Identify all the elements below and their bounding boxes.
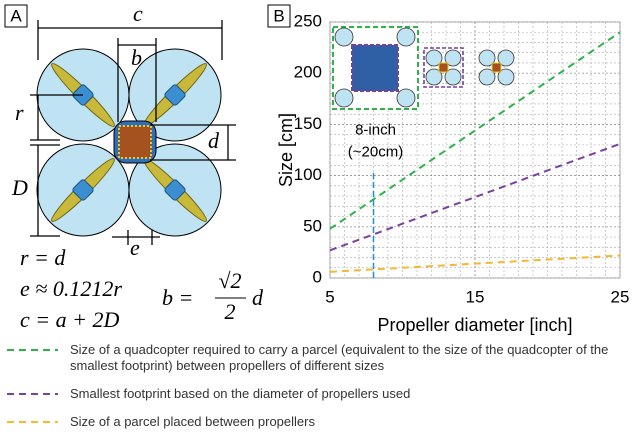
equation: 2 xyxy=(225,299,236,324)
equation: c = a + 2D xyxy=(20,307,119,332)
y-tick-label: 150 xyxy=(294,114,322,133)
figure: A c b r d D e r = d e ≈ 0.1212r c xyxy=(0,0,632,443)
y-tick-label: 250 xyxy=(294,11,322,30)
panel-label: B xyxy=(273,6,284,25)
y-tick-label: 100 xyxy=(294,165,322,184)
x-tick-label: 5 xyxy=(325,287,334,306)
legend-label: Smallest footprint based on the diameter… xyxy=(70,386,410,401)
dim-label: e xyxy=(130,235,140,260)
equation: √2 xyxy=(218,268,241,293)
equation: e ≈ 0.1212r xyxy=(20,276,122,301)
y-tick-label: 50 xyxy=(303,216,322,235)
legend-swatch xyxy=(5,416,60,428)
legend-swatch xyxy=(5,344,60,356)
y-tick-label: 0 xyxy=(313,267,322,286)
annotation: (~20cm) xyxy=(348,143,403,160)
x-axis-label: Propeller diameter [inch] xyxy=(377,315,572,335)
x-tick-label: 25 xyxy=(611,287,630,306)
dim-label: D xyxy=(11,175,28,200)
legend-item: Size of a quadcopter required to carry a… xyxy=(0,342,610,374)
dim-label: r xyxy=(15,100,24,125)
dim-label: d xyxy=(208,128,220,153)
legend-label: Size of a parcel placed between propelle… xyxy=(70,414,315,429)
dim-label: b xyxy=(131,45,142,70)
equation: b = xyxy=(162,285,193,310)
panel-label: A xyxy=(10,6,22,25)
x-tick-label: 15 xyxy=(466,287,485,306)
inset-icons xyxy=(333,27,514,109)
legend-label: Size of a quadcopter required to carry a… xyxy=(70,342,608,373)
annotation: 8-inch xyxy=(355,121,396,138)
legend: Size of a quadcopter required to carry a… xyxy=(0,342,632,442)
equation: r = d xyxy=(20,245,66,270)
legend-item: Size of a parcel placed between propelle… xyxy=(0,414,610,430)
equation: d xyxy=(252,285,264,310)
legend-swatch xyxy=(5,388,60,400)
dim-label: c xyxy=(133,1,143,26)
quadcopter-diagram xyxy=(37,49,221,236)
chart: A c b r d D e r = d e ≈ 0.1212r c xyxy=(0,0,632,335)
legend-item: Smallest footprint based on the diameter… xyxy=(0,386,610,402)
y-tick-label: 200 xyxy=(294,63,322,82)
